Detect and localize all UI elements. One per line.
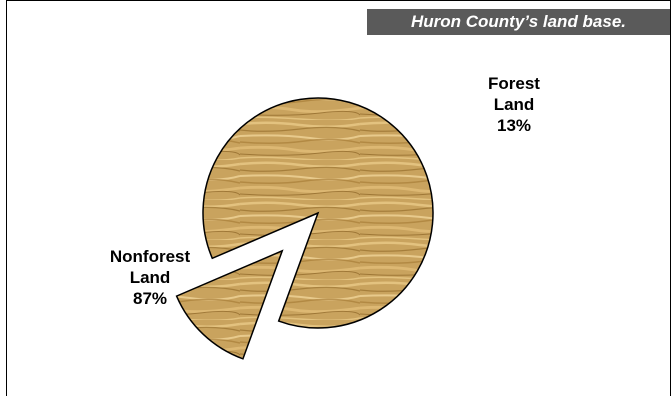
slice-label-forest: Forest Land 13% <box>488 74 540 135</box>
pie-slice-forest <box>175 249 284 360</box>
pie-slice-nonforest <box>202 97 434 329</box>
chart-title: Huron County’s land base. <box>367 9 670 35</box>
slice-label-nonforest: Nonforest Land 87% <box>110 247 191 308</box>
